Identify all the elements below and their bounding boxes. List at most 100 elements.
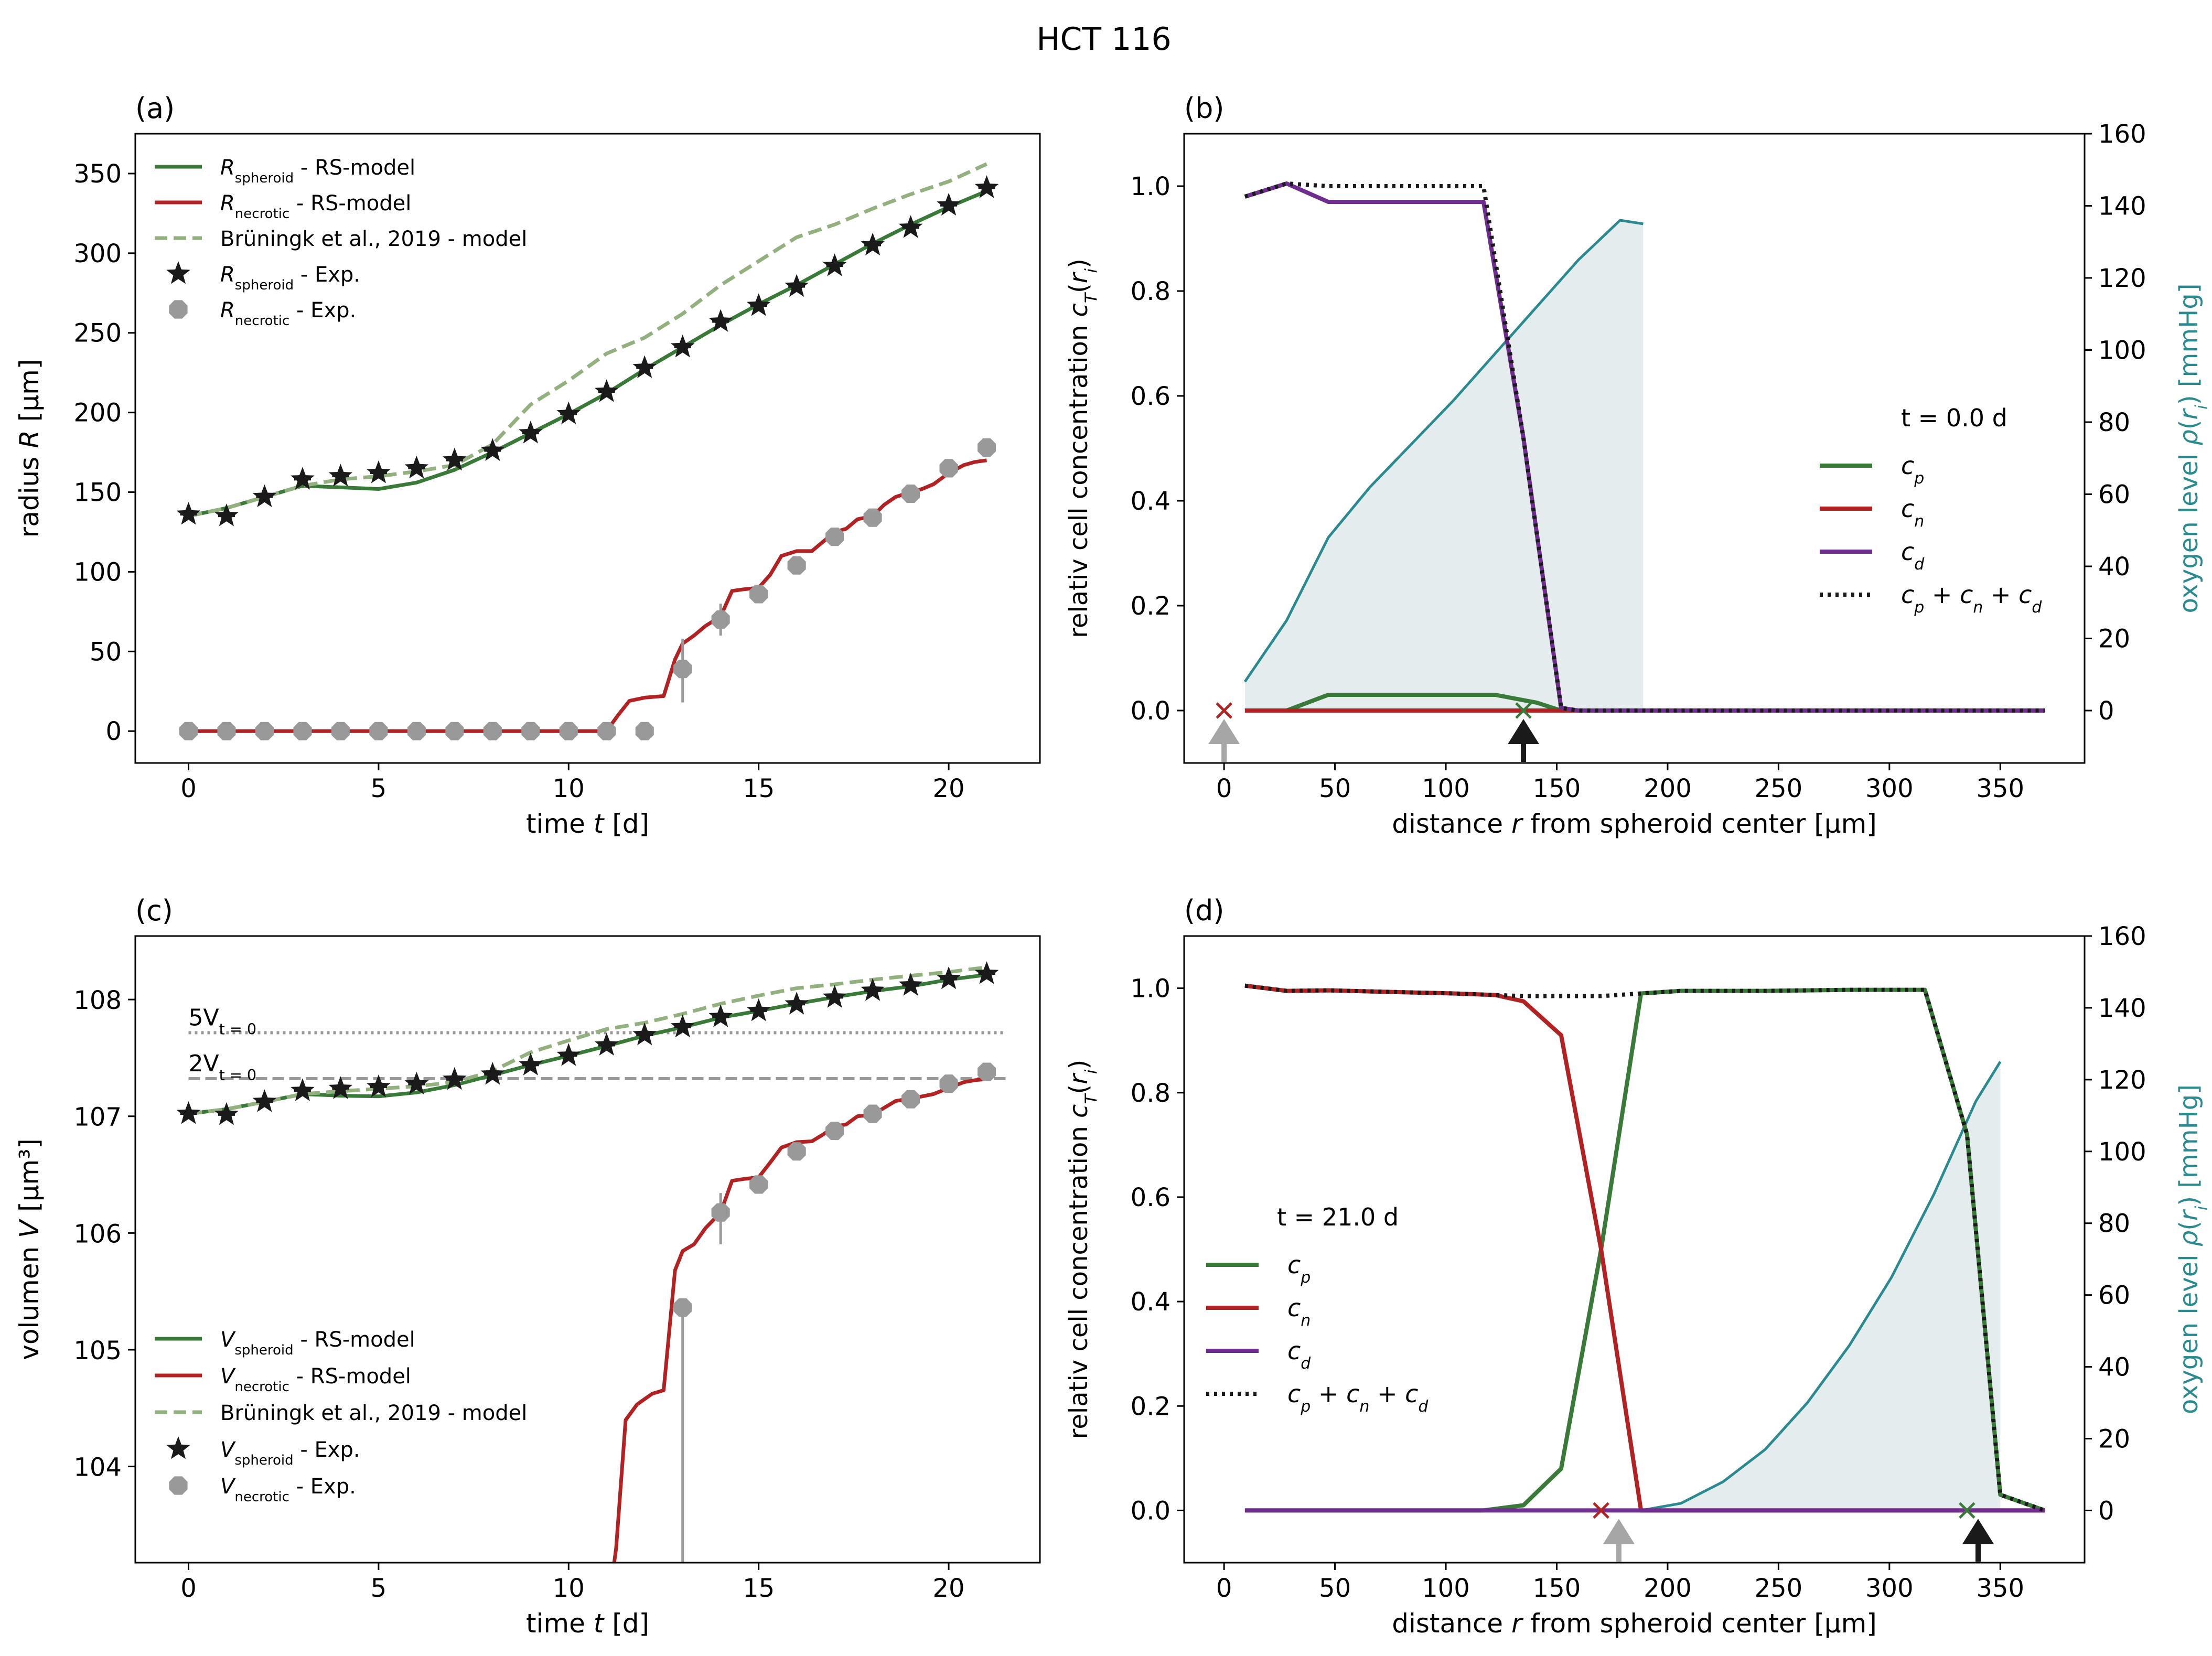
y2-tick-label: 140 — [2098, 994, 2146, 1023]
data-point-star — [367, 1074, 391, 1098]
x-tick-label: 350 — [1976, 774, 2024, 803]
x-axis-label-part: t — [594, 1608, 605, 1639]
legend-label-part: V — [220, 1475, 236, 1499]
y-axis-label-part: V — [14, 1218, 45, 1238]
series-line-spheroid — [188, 973, 987, 1116]
x-axis-label-part: time — [526, 1608, 594, 1639]
x-tick-label: 5 — [371, 774, 387, 803]
y-axis-label: volumen V [μm³] — [14, 1138, 45, 1360]
data-point-octagon — [331, 722, 350, 740]
time-annotation: t = 21.0 d — [1277, 1203, 1399, 1231]
data-point-star — [898, 215, 923, 238]
y2-tick-label: 120 — [2098, 1066, 2146, 1095]
y2-tick-label: 20 — [2098, 1425, 2130, 1454]
y2-tick-label: 0 — [2098, 696, 2114, 726]
panel-label: (d) — [1184, 894, 1224, 927]
legend-label-part: + — [1369, 1380, 1405, 1408]
y-tick-label: 0.4 — [1131, 1287, 1171, 1317]
panel-label: (a) — [135, 92, 175, 125]
panel-label: (b) — [1184, 92, 1224, 125]
x-tick-label: 10 — [553, 774, 585, 803]
legend-label-part: c — [1901, 580, 1914, 609]
legend-label-part: - Exp. — [289, 1475, 356, 1499]
y2-tick-label: 140 — [2098, 192, 2146, 221]
legend-label-part: d — [2032, 598, 2042, 617]
necrotic-radius-marker — [1216, 702, 1232, 719]
y2-axis-label-part: ρ — [2174, 1231, 2204, 1246]
legend-label-part: c — [1346, 1380, 1359, 1408]
data-point-octagon — [978, 438, 996, 457]
plot-area — [176, 961, 1006, 1563]
x-tick-label: 5 — [371, 1574, 387, 1603]
legend-label: Rspheroid - RS-model — [220, 156, 415, 186]
legend-label-part: V — [220, 1328, 236, 1352]
series-line-sum — [1244, 181, 2045, 713]
data-point-star — [480, 1062, 505, 1085]
legend-label-part: c — [1960, 580, 1973, 609]
necrotic-radius-arrow-head — [1208, 719, 1240, 744]
series-line-undefined — [188, 965, 987, 1116]
x-tick-label: 350 — [1976, 1574, 2024, 1603]
data-point-star — [861, 978, 885, 1001]
data-point-octagon — [749, 1175, 768, 1194]
data-point-octagon — [255, 722, 274, 740]
x-axis-label-part: t — [594, 809, 605, 839]
data-point-star — [328, 464, 353, 487]
legend-label-part: Brüningk et al., 2019 - model — [220, 227, 527, 251]
legend-label-part: necrotic — [235, 206, 290, 222]
data-point-octagon — [293, 722, 312, 740]
y-tick-label: 1.0 — [1131, 974, 1171, 1004]
data-point-octagon — [635, 722, 654, 740]
x-axis-label-part: r — [1511, 1608, 1524, 1639]
y-tick-label: 150 — [73, 478, 122, 508]
y-tick-label: 50 — [90, 637, 122, 666]
y-tick-label: 1.0 — [1131, 172, 1171, 201]
data-point-star — [937, 966, 961, 990]
y-axis-label-part: radius — [14, 448, 45, 537]
y2-axis-label-part: ρ — [2174, 429, 2204, 445]
y-tick-label: 0.6 — [1131, 1183, 1171, 1212]
y-tick-label: 104 — [73, 1453, 122, 1482]
legend-label-part: - Exp. — [294, 263, 360, 287]
x-tick-label: 300 — [1865, 774, 1914, 803]
data-point-octagon — [939, 459, 958, 478]
y-axis-label-part: relativ cell concentration — [1064, 1118, 1093, 1439]
plot-frame — [134, 133, 1041, 764]
data-point-octagon — [863, 508, 882, 527]
y-axis-label-part: r — [1064, 271, 1093, 283]
legend-label-part: c — [1287, 1380, 1301, 1408]
y-tick-label-part: 10 — [73, 986, 105, 1015]
y-tick-label: 0.0 — [1131, 696, 1171, 726]
data-point-star — [443, 447, 467, 471]
data-point-octagon — [445, 722, 464, 740]
plot-frame — [134, 935, 1041, 1564]
x-tick-label: 200 — [1644, 1574, 1692, 1603]
data-point-octagon — [825, 1122, 844, 1141]
data-point-star — [822, 985, 847, 1008]
data-point-star — [746, 998, 771, 1021]
data-point-octagon — [521, 722, 540, 740]
legend-label-part: p — [1914, 469, 1924, 488]
data-point-octagon — [901, 485, 920, 503]
legend-marker-octagon — [169, 300, 188, 319]
legend-label: Vnecrotic - Exp. — [220, 1475, 356, 1505]
data-point-star — [861, 232, 885, 256]
x-tick-label: 0 — [1216, 1574, 1232, 1603]
y-axis-label-part: ) — [1064, 259, 1093, 268]
legend-label-part: d — [1301, 1354, 1311, 1373]
y2-axis-label-part: ( — [2174, 420, 2204, 429]
legend-label-part: + — [1924, 580, 1960, 609]
data-point-octagon — [825, 528, 844, 546]
data-point-star — [708, 309, 733, 332]
y-axis-label-part: ( — [1064, 283, 1093, 293]
y2-axis-label-part: ( — [2174, 1221, 2204, 1231]
legend-label: cp + cn + cd — [1287, 1380, 1429, 1416]
necrotic-radius-arrow-head — [1603, 1519, 1635, 1544]
x-axis-label-part: from spheroid center [μm] — [1522, 1608, 1877, 1639]
series-line-necrotic — [612, 1077, 987, 1563]
y2-tick-label: 100 — [2098, 336, 2146, 365]
data-point-star — [556, 1043, 581, 1066]
spheroid-radius-marker — [1959, 1502, 1975, 1519]
